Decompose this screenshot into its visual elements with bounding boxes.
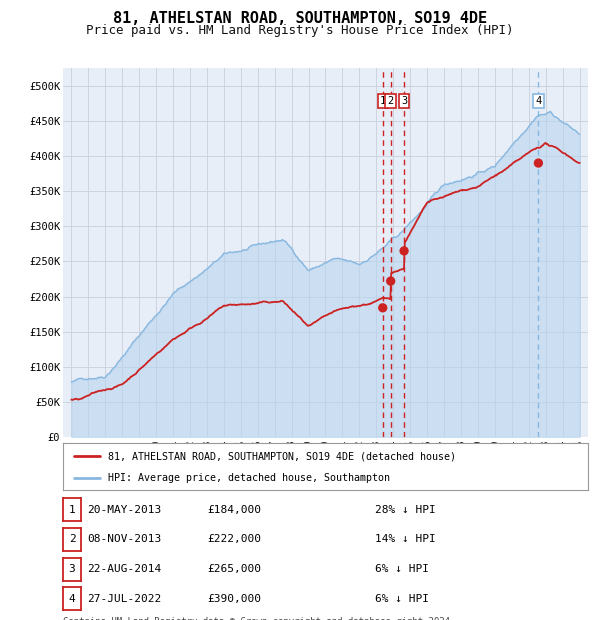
Text: 3: 3 <box>68 564 76 574</box>
Point <box>399 246 409 256</box>
Text: £222,000: £222,000 <box>207 534 261 544</box>
Text: Price paid vs. HM Land Registry's House Price Index (HPI): Price paid vs. HM Land Registry's House … <box>86 24 514 37</box>
Text: 27-JUL-2022: 27-JUL-2022 <box>87 594 161 604</box>
Text: 14% ↓ HPI: 14% ↓ HPI <box>375 534 436 544</box>
Text: 6% ↓ HPI: 6% ↓ HPI <box>375 564 429 574</box>
Text: 28% ↓ HPI: 28% ↓ HPI <box>375 505 436 515</box>
Text: 2: 2 <box>68 534 76 544</box>
Text: 3: 3 <box>401 96 407 107</box>
Text: 20-MAY-2013: 20-MAY-2013 <box>87 505 161 515</box>
Text: £184,000: £184,000 <box>207 505 261 515</box>
Text: £265,000: £265,000 <box>207 564 261 574</box>
Text: HPI: Average price, detached house, Southampton: HPI: Average price, detached house, Sout… <box>107 473 389 483</box>
Point <box>378 303 388 312</box>
Text: 1: 1 <box>68 505 76 515</box>
Text: 1: 1 <box>380 96 386 107</box>
Text: 2: 2 <box>388 96 394 107</box>
Text: 4: 4 <box>535 96 542 107</box>
Text: 22-AUG-2014: 22-AUG-2014 <box>87 564 161 574</box>
Text: 6% ↓ HPI: 6% ↓ HPI <box>375 594 429 604</box>
Text: 4: 4 <box>68 594 76 604</box>
Text: 81, ATHELSTAN ROAD, SOUTHAMPTON, SO19 4DE (detached house): 81, ATHELSTAN ROAD, SOUTHAMPTON, SO19 4D… <box>107 451 455 461</box>
Text: 81, ATHELSTAN ROAD, SOUTHAMPTON, SO19 4DE: 81, ATHELSTAN ROAD, SOUTHAMPTON, SO19 4D… <box>113 11 487 26</box>
Text: Contains HM Land Registry data © Crown copyright and database right 2024.: Contains HM Land Registry data © Crown c… <box>63 617 455 620</box>
Text: £390,000: £390,000 <box>207 594 261 604</box>
Point <box>533 158 543 168</box>
Point <box>386 276 395 286</box>
Text: 08-NOV-2013: 08-NOV-2013 <box>87 534 161 544</box>
